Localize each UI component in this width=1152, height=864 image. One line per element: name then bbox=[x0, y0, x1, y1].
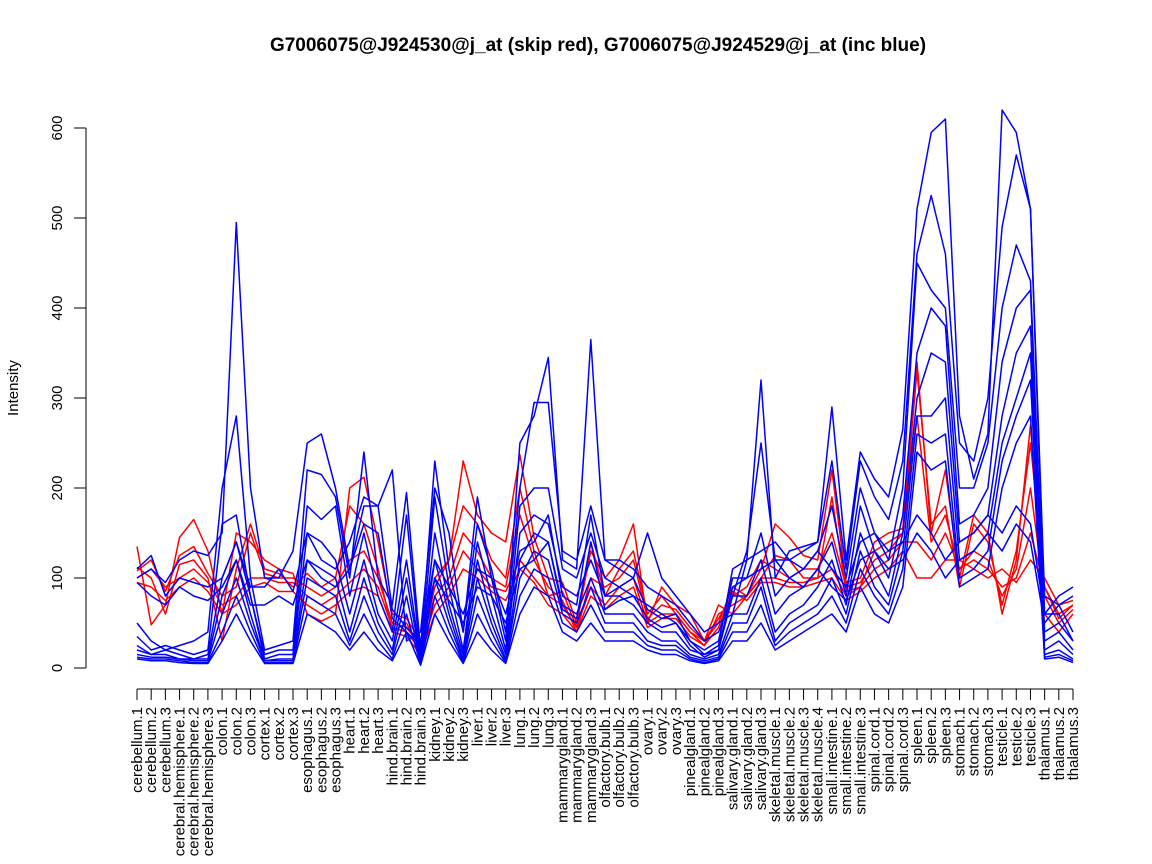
series-line-inc-11 bbox=[136, 352, 1074, 665]
x-tick-label: ovary.2 bbox=[654, 707, 671, 755]
series-line-inc-13 bbox=[136, 415, 1074, 667]
x-tick-label: colon.2 bbox=[228, 707, 245, 755]
series-line-inc-6 bbox=[136, 109, 1074, 642]
x-tick-label: olfactory.bulb.1 bbox=[597, 707, 614, 808]
y-tick-label: 500 bbox=[49, 205, 66, 230]
x-tick-label: pinealgland.2 bbox=[696, 707, 713, 796]
x-tick-label: hind.brain.3 bbox=[413, 707, 430, 785]
x-tick-label: stomach.2 bbox=[966, 707, 983, 776]
x-tick-label: esophagus.1 bbox=[299, 707, 316, 793]
x-tick-label: olfactory.bulb.3 bbox=[625, 707, 642, 808]
x-tick-label: ovary.1 bbox=[640, 707, 657, 755]
x-tick-label: skeletal.muscle.1 bbox=[767, 707, 784, 822]
x-tick-label: hind.brain.1 bbox=[384, 707, 401, 785]
x-tick-label: salivary.gland.2 bbox=[739, 707, 756, 810]
series-line-inc-14 bbox=[136, 496, 1074, 656]
series-line-inc-9 bbox=[136, 289, 1074, 660]
x-tick-label: salivary.gland.1 bbox=[725, 707, 742, 810]
x-tick-label: hind.brain.2 bbox=[398, 707, 415, 785]
x-tick-label: small.intestine.2 bbox=[838, 707, 855, 815]
x-tick-label: cerebellum.2 bbox=[143, 707, 160, 793]
x-tick-label: cerebellum.1 bbox=[129, 707, 146, 793]
x-tick-label: olfactory.bulb.2 bbox=[611, 707, 628, 808]
y-tick-label: 0 bbox=[49, 664, 66, 672]
x-tick-label: liver.1 bbox=[469, 707, 486, 746]
x-tick-label: cortex.3 bbox=[285, 707, 302, 760]
x-tick-label: esophagus.3 bbox=[328, 707, 345, 793]
x-tick-label: spleen.1 bbox=[909, 707, 926, 764]
x-axis: cerebellum.1cerebellum.2cerebellum.3cere… bbox=[129, 688, 1082, 856]
x-tick-label: skeletal.muscle.2 bbox=[781, 707, 798, 822]
y-tick-label: 100 bbox=[49, 565, 66, 590]
x-tick-label: cerebellum.3 bbox=[157, 707, 174, 793]
y-axis-label: Intensity bbox=[5, 360, 22, 416]
x-tick-label: colon.1 bbox=[214, 707, 231, 755]
x-tick-label: cortex.2 bbox=[271, 707, 288, 760]
series-line-skip-3 bbox=[136, 415, 1074, 647]
x-tick-label: kidney.3 bbox=[455, 707, 472, 762]
x-tick-label: testicle.1 bbox=[994, 707, 1011, 766]
x-tick-label: spleen.2 bbox=[923, 707, 940, 764]
series-line-skip-1 bbox=[136, 361, 1074, 642]
x-tick-label: stomach.3 bbox=[980, 707, 997, 776]
x-tick-label: lung.1 bbox=[512, 707, 529, 748]
x-tick-label: pinealgland.3 bbox=[710, 707, 727, 796]
x-tick-label: small.intestine.3 bbox=[852, 707, 869, 815]
x-tick-label: heart.3 bbox=[370, 707, 387, 754]
y-tick-label: 600 bbox=[49, 115, 66, 140]
x-tick-label: thalamus.3 bbox=[1065, 707, 1082, 780]
x-tick-label: liver.2 bbox=[484, 707, 501, 746]
x-tick-label: colon.3 bbox=[242, 707, 259, 755]
x-tick-label: mammarygland.2 bbox=[569, 707, 586, 823]
x-tick-label: stomach.1 bbox=[952, 707, 969, 776]
x-tick-label: heart.2 bbox=[356, 707, 373, 754]
x-tick-label: liver.3 bbox=[498, 707, 515, 746]
series-line-inc-10 bbox=[136, 325, 1074, 662]
y-axis: 0 100 200 300 400 500 600 bbox=[49, 115, 87, 672]
x-tick-label: cerebral.hemisphere.3 bbox=[200, 707, 217, 856]
x-tick-label: spleen.3 bbox=[937, 707, 954, 764]
x-tick-label: spinal.cord.1 bbox=[866, 707, 883, 792]
x-tick-label: skeletal.muscle.4 bbox=[810, 707, 827, 822]
series-layer bbox=[136, 109, 1074, 667]
chart-title: G7006075@J924530@j_at (skip red), G70060… bbox=[270, 35, 926, 56]
series-line-skip-4 bbox=[136, 532, 1074, 651]
x-tick-label: pinealgland.1 bbox=[682, 707, 699, 796]
x-tick-label: esophagus.2 bbox=[313, 707, 330, 793]
x-tick-label: lung.2 bbox=[526, 707, 543, 748]
x-tick-label: spinal.cord.3 bbox=[895, 707, 912, 792]
x-tick-label: cerebral.hemisphere.1 bbox=[172, 707, 189, 856]
x-tick-label: kidney.1 bbox=[427, 707, 444, 762]
x-tick-label: lung.3 bbox=[540, 707, 557, 748]
x-tick-label: thalamus.2 bbox=[1051, 707, 1068, 780]
x-tick-label: kidney.2 bbox=[441, 707, 458, 762]
x-tick-label: small.intestine.1 bbox=[824, 707, 841, 815]
y-tick-label: 200 bbox=[49, 475, 66, 500]
x-tick-label: cerebral.hemisphere.2 bbox=[186, 707, 203, 856]
x-tick-label: testicle.3 bbox=[1022, 707, 1039, 766]
series-line-inc-7 bbox=[136, 154, 1074, 651]
x-tick-label: cortex.1 bbox=[257, 707, 274, 760]
x-tick-label: spinal.cord.2 bbox=[881, 707, 898, 792]
x-tick-label: ovary.3 bbox=[668, 707, 685, 755]
y-tick-label: 400 bbox=[49, 295, 66, 320]
x-tick-label: mammarygland.1 bbox=[554, 707, 571, 823]
x-tick-label: mammarygland.3 bbox=[583, 707, 600, 823]
x-tick-label: salivary.gland.3 bbox=[753, 707, 770, 810]
x-tick-label: testicle.2 bbox=[1008, 707, 1025, 766]
series-line-skip-5 bbox=[136, 550, 1074, 656]
x-tick-label: heart.1 bbox=[342, 707, 359, 754]
y-tick-label: 300 bbox=[49, 385, 66, 410]
x-tick-label: skeletal.muscle.3 bbox=[796, 707, 813, 822]
series-line-inc-15 bbox=[136, 523, 1074, 658]
x-tick-label: thalamus.1 bbox=[1037, 707, 1054, 780]
